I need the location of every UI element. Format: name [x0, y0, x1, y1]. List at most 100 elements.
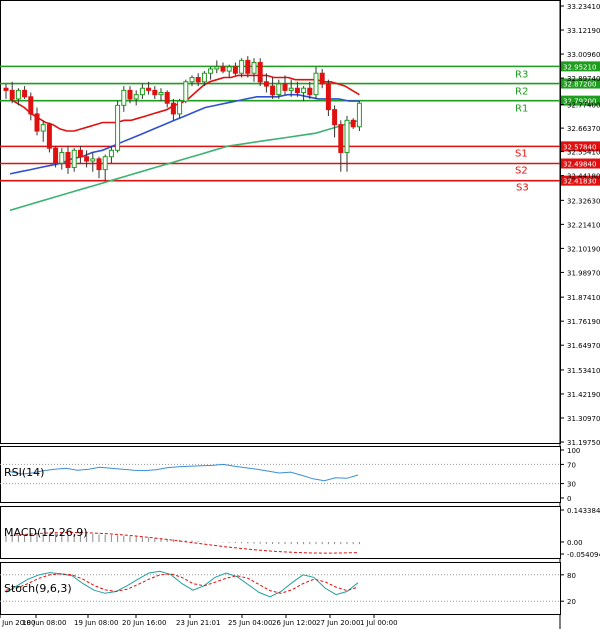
- candle-body: [84, 156, 90, 162]
- candle-body: [133, 94, 139, 100]
- candle-body: [65, 151, 71, 168]
- price-tick-label: 31.53410: [567, 367, 600, 375]
- indicator-tick-label: 20: [567, 598, 576, 606]
- main-frame: [0, 0, 561, 444]
- indicator-label: RSI(14): [4, 466, 44, 479]
- price-tick-label: 31.42190: [567, 391, 600, 399]
- candle-body: [152, 89, 158, 96]
- price-tick-label: 31.87410: [567, 294, 600, 302]
- candle-body: [270, 85, 276, 96]
- candle-body: [319, 72, 325, 85]
- time-tick-label: 19 Jun 08:00: [74, 619, 118, 627]
- candle-body: [239, 59, 245, 74]
- price-tick-label: 33.12190: [567, 27, 600, 35]
- candle-body: [121, 89, 127, 106]
- indicator-tick-label: 0.143384: [567, 507, 600, 515]
- price-tick-label: 32.10190: [567, 245, 600, 253]
- candle-body: [307, 87, 313, 96]
- candle-body: [170, 102, 176, 115]
- candle-body: [59, 151, 65, 164]
- candle-body: [34, 113, 40, 132]
- time-tick-label: 20 Jun 16:00: [122, 619, 166, 627]
- level-price-tag: [561, 175, 600, 186]
- price-tick-label: 32.44180: [567, 173, 600, 181]
- time-tick-label: 23 Jun 21:01: [176, 619, 220, 627]
- indicator-tick-label: 80: [567, 572, 576, 580]
- candle-body: [189, 77, 195, 83]
- level-price-label: 32.49840: [563, 161, 596, 169]
- candle-body: [338, 124, 344, 153]
- candle-body: [282, 83, 288, 91]
- level-price-label: 32.95210: [563, 63, 596, 71]
- indicator-tick-label: 100: [567, 447, 580, 455]
- candle-body: [201, 72, 207, 83]
- candle-body: [146, 87, 152, 91]
- candle-body: [9, 89, 15, 100]
- price-tick-label: 32.55410: [567, 149, 600, 157]
- price-tick-label: 32.66370: [567, 125, 600, 133]
- candle-body: [164, 92, 170, 104]
- candles: [3, 56, 362, 181]
- candle-body: [115, 104, 121, 151]
- level-s2-label: S2: [515, 166, 528, 177]
- candle-body: [251, 62, 257, 74]
- macd-signal-line: [9, 531, 359, 554]
- indicator-tick-label: 70: [567, 461, 576, 469]
- candle-body: [15, 89, 21, 100]
- candle-body: [294, 87, 300, 94]
- candle-body: [226, 66, 232, 72]
- level-price-tag: [561, 158, 600, 169]
- candle-body: [158, 92, 164, 96]
- candle-body: [139, 87, 145, 96]
- indicator-panel-frame: [0, 446, 561, 503]
- indicator-panel-frame: [0, 562, 561, 615]
- candle-body: [301, 87, 307, 94]
- time-tick-label: 25 Jun 04:00: [228, 619, 272, 627]
- candle-body: [263, 81, 269, 87]
- price-tick-label: 31.98970: [567, 269, 600, 277]
- indicator-label: Stoch(9,6,3): [4, 582, 72, 595]
- price-tick-label: 32.77400: [567, 101, 600, 109]
- candle-body: [232, 66, 238, 74]
- candle-body: [245, 59, 251, 74]
- level-price-label: 32.57840: [563, 143, 596, 151]
- candle-body: [96, 158, 102, 171]
- level-price-tag: [561, 95, 600, 106]
- candle-body: [344, 119, 350, 153]
- indicator-tick-label: 30: [567, 481, 576, 489]
- candle-body: [127, 89, 133, 100]
- candle-body: [77, 149, 83, 158]
- candle-body: [102, 156, 108, 171]
- time-tick-label: 17 Jun 20:00: [0, 619, 35, 627]
- candle-body: [220, 66, 226, 72]
- candle-body: [288, 87, 294, 91]
- candle-body: [183, 81, 189, 102]
- price-tick-label: 33.23410: [567, 3, 600, 11]
- candle-body: [325, 83, 331, 111]
- time-tick-label: 1 Jul 00:00: [360, 619, 398, 627]
- level-price-tag: [561, 61, 600, 72]
- indicator-panel-frame: [0, 506, 561, 559]
- price-tick-label: 33.00960: [567, 51, 600, 59]
- candle-body: [53, 147, 59, 164]
- candle-body: [90, 158, 96, 162]
- indicator-tick-label: 0: [567, 495, 571, 503]
- ma-green-line: [9, 119, 360, 212]
- candle-body: [108, 149, 114, 158]
- candle-body: [22, 89, 28, 98]
- candle-body: [313, 72, 319, 96]
- candle-body: [195, 77, 201, 83]
- level-r3-label: R3: [515, 69, 528, 80]
- candle-body: [356, 102, 362, 128]
- candle-body: [177, 100, 183, 115]
- level-r1-label: R1: [515, 104, 528, 115]
- time-tick-label: 18 Jun 08:00: [22, 619, 66, 627]
- candle-body: [350, 119, 356, 128]
- candle-body: [46, 124, 52, 149]
- indicator-label: MACD(12,26,9): [4, 526, 88, 539]
- candle-body: [208, 68, 214, 74]
- price-axis: 33.23410 33.12190 33.00960 32.89740 32.77400…: [560, 3, 600, 447]
- level-price-label: 32.79200: [563, 98, 596, 106]
